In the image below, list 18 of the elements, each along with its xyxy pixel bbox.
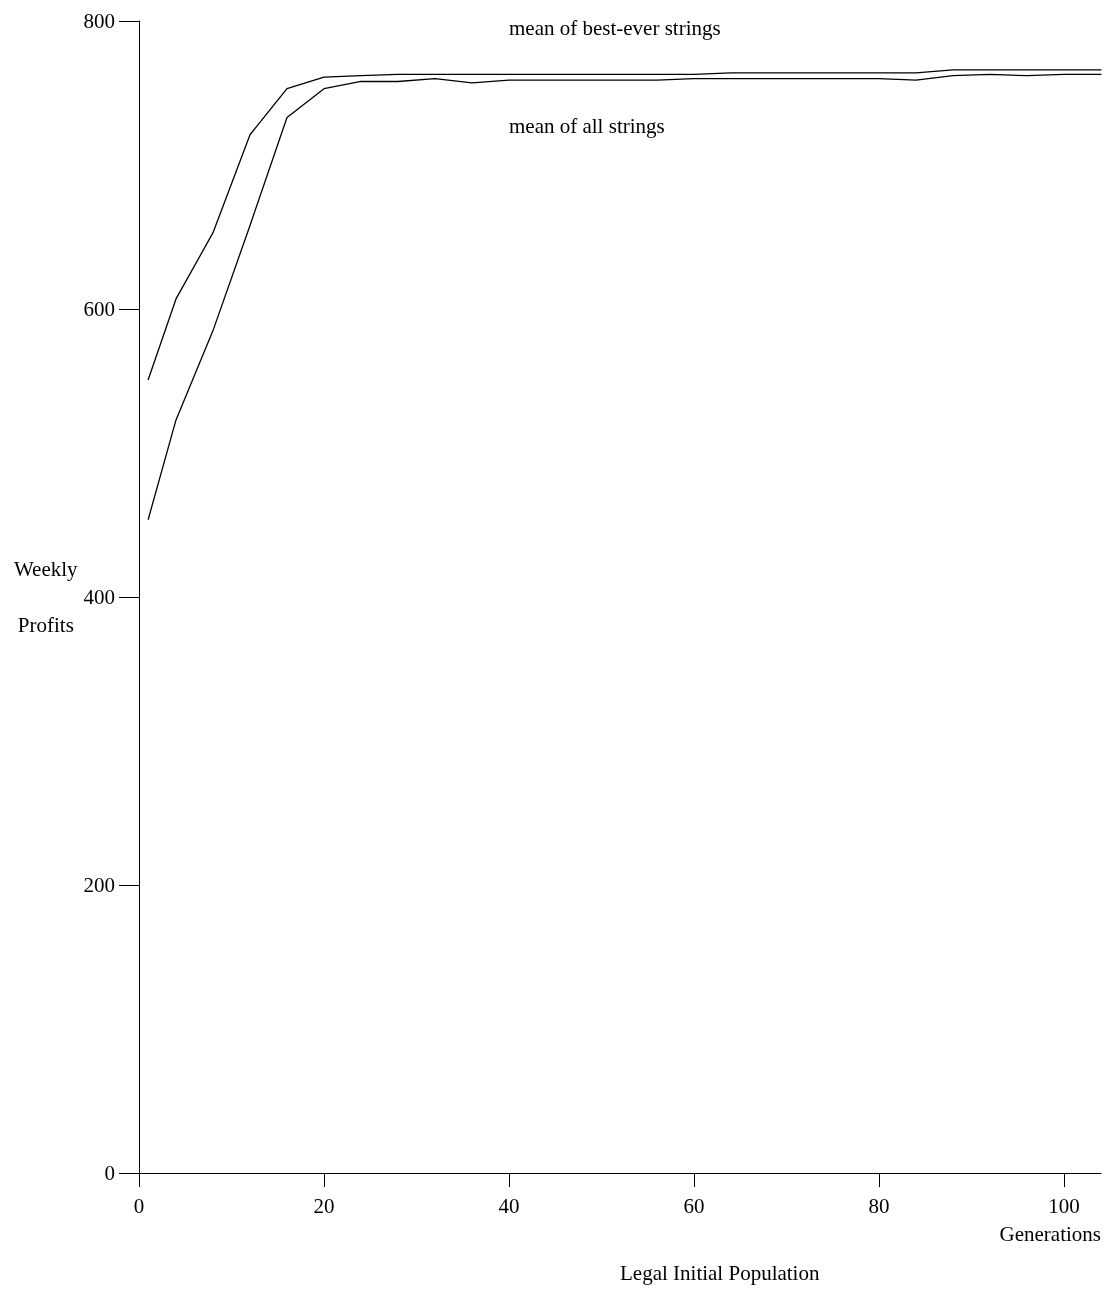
x-axis-title: Generations: [999, 1221, 1101, 1246]
x-tick-label: 100: [1048, 1193, 1080, 1218]
y-tick-label: 600: [83, 297, 115, 321]
series-label: mean of best-ever strings: [509, 16, 721, 41]
y-tick-label: 0: [104, 1161, 115, 1185]
x-tick-label: 60: [683, 1193, 705, 1218]
line-series: [147, 69, 1102, 381]
text: Weekly Profits: [13, 557, 78, 637]
x-tick-label: 20: [313, 1193, 335, 1218]
y-tick-label: 200: [83, 873, 115, 897]
y-tick-label: 800: [83, 9, 115, 33]
series-label: mean of all strings: [509, 114, 665, 139]
x-tick-label: 40: [498, 1193, 520, 1218]
x-tick-label: 80: [868, 1193, 890, 1218]
line-series: [147, 73, 1102, 520]
x-tick-label: 0: [133, 1193, 145, 1218]
text: Legal Initial Population: [620, 1260, 820, 1285]
y-tick-label: 400: [83, 585, 115, 609]
